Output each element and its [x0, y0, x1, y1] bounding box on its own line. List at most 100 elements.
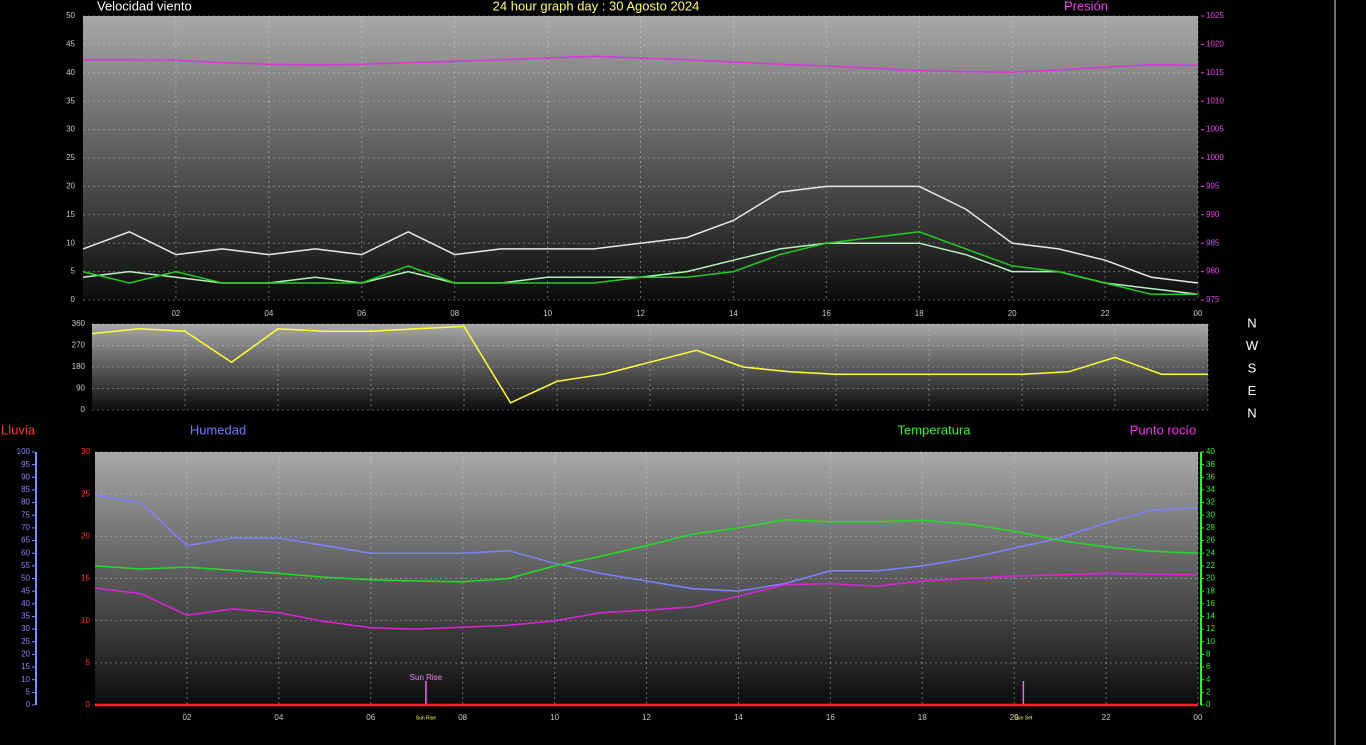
y-tick-label: 40 [66, 68, 75, 77]
series-line [82, 185, 1199, 284]
x-tick-label: 22 [1102, 713, 1111, 722]
y-tick-label: 80 [21, 498, 30, 507]
y-tick-label: 8 [1206, 650, 1211, 659]
series-label: Temperatura [898, 422, 972, 437]
y-tick-label: 1000 [1206, 153, 1224, 162]
x-tick-label: 04 [274, 713, 283, 722]
y-tick-label: 40 [21, 599, 30, 608]
x-tick-label: 02 [182, 713, 191, 722]
x-tick-label: 14 [729, 309, 738, 318]
y-tick-label: 25 [66, 153, 75, 162]
x-tick-label: 22 [1101, 309, 1110, 318]
x-tick-label: 04 [264, 309, 273, 318]
x-tick-label: 12 [642, 713, 651, 722]
y-tick-label: 20 [81, 531, 90, 540]
plot-area [95, 452, 1198, 705]
x-tick-label: 18 [918, 713, 927, 722]
y-tick-label: 30 [1206, 510, 1215, 519]
x-tick-label: 08 [458, 713, 467, 722]
y-tick-label: 5 [86, 658, 91, 667]
x-tick-label: 00 [1194, 309, 1203, 318]
y-tick-label: 985 [1206, 238, 1220, 247]
y-tick-label: 45 [21, 586, 30, 595]
series-label: Punto rocío [1130, 422, 1197, 437]
y-tick-label: 0 [26, 700, 31, 709]
y-tick-label: 18 [1206, 586, 1215, 595]
y-tick-label: 15 [66, 210, 75, 219]
y-tick-label: 10 [66, 238, 75, 247]
y-tick-label: 2 [1206, 687, 1211, 696]
y-tick-label: 50 [66, 11, 75, 20]
chart-title: 24 hour graph day : 30 Agosto 2024 [493, 0, 700, 13]
series-line [91, 325, 1208, 404]
y-tick-label: 30 [81, 447, 90, 456]
y-tick-label: 90 [76, 384, 85, 393]
y-tick-label: 38 [1206, 460, 1215, 469]
y-tick-label: 5 [26, 687, 31, 696]
y-tick-label: 50 [21, 574, 30, 583]
y-tick-label: 10 [1206, 637, 1215, 646]
y-tick-label: 26 [1206, 536, 1215, 545]
y-tick-label: 75 [21, 510, 30, 519]
series-label: Humedad [190, 422, 246, 437]
y-tick-label: 20 [21, 650, 30, 659]
y-tick-label: 975 [1206, 295, 1220, 304]
y-tick-label: 10 [21, 675, 30, 684]
x-tick-label: 08 [450, 309, 459, 318]
compass-label: N [1247, 315, 1256, 330]
y-tick-label: 1005 [1206, 125, 1224, 134]
x-tick-label: 10 [550, 713, 559, 722]
y-tick-label: 0 [81, 405, 86, 414]
y-tick-label: 45 [66, 40, 75, 49]
y-tick-label: 24 [1206, 548, 1215, 557]
y-tick-label: 35 [21, 612, 30, 621]
y-tick-label: 180 [72, 362, 86, 371]
y-tick-label: 0 [71, 295, 76, 304]
x-tick-label: 20 [1008, 309, 1017, 318]
x-tick-label: 00 [1194, 713, 1203, 722]
y-tick-label: 14 [1206, 612, 1215, 621]
compass-label: E [1248, 383, 1257, 398]
y-tick-label: 15 [21, 662, 30, 671]
y-tick-label: 995 [1206, 182, 1220, 191]
plot-area [83, 16, 1198, 300]
x-tick-label: 16 [822, 309, 831, 318]
x-tick-label: 02 [171, 309, 180, 318]
y-tick-label: 12 [1206, 624, 1215, 633]
y-tick-label: 90 [21, 472, 30, 481]
y-tick-label: 10 [81, 616, 90, 625]
y-tick-label: 4 [1206, 675, 1211, 684]
y-tick-label: 28 [1206, 523, 1215, 532]
y-tick-label: 20 [1206, 574, 1215, 583]
plot-area [92, 324, 1208, 410]
y-tick-label: 30 [66, 125, 75, 134]
annotation-label: Sun Set [1014, 715, 1032, 721]
y-tick-label: 25 [21, 637, 30, 646]
series-line [94, 494, 1199, 592]
y-tick-label: 15 [81, 574, 90, 583]
x-tick-label: 06 [366, 713, 375, 722]
compass-label: N [1247, 405, 1256, 420]
y-tick-label: 40 [1206, 447, 1215, 456]
y-tick-label: 20 [66, 182, 75, 191]
y-tick-label: 0 [86, 700, 91, 709]
y-tick-label: 980 [1206, 267, 1220, 276]
x-tick-label: 06 [357, 309, 366, 318]
y-tick-label: 85 [21, 485, 30, 494]
y-tick-label: 6 [1206, 662, 1211, 671]
y-tick-label: 100 [17, 447, 31, 456]
y-tick-label: 1010 [1206, 96, 1224, 105]
series-line [94, 518, 1199, 583]
y-tick-label: 60 [21, 548, 30, 557]
compass-label: S [1248, 360, 1257, 375]
series-label: Presión [1064, 0, 1108, 13]
series-label: Velocidad viento [97, 0, 192, 13]
y-tick-label: 65 [21, 536, 30, 545]
y-tick-label: 22 [1206, 561, 1215, 570]
y-tick-label: 1020 [1206, 40, 1224, 49]
y-tick-label: 35 [66, 96, 75, 105]
y-tick-label: 70 [21, 523, 30, 532]
series-line [94, 572, 1199, 630]
series-line [82, 231, 1198, 296]
x-tick-label: 12 [636, 309, 645, 318]
